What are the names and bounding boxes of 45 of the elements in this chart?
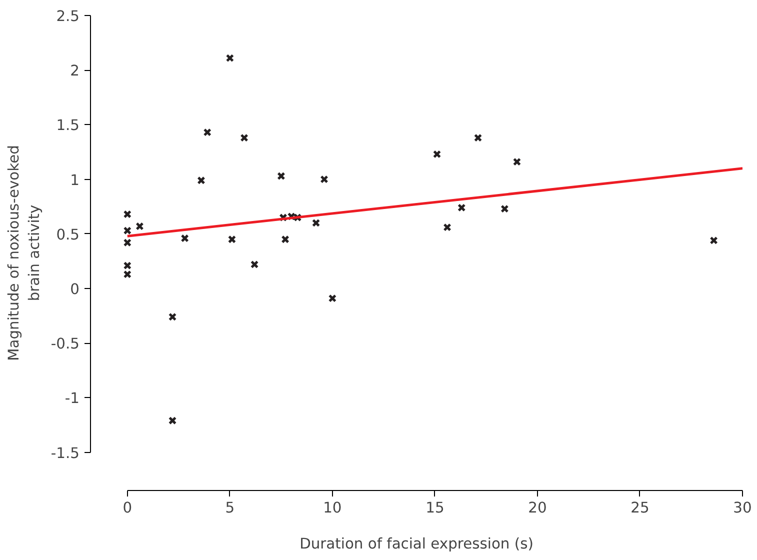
point <box>250 260 259 269</box>
point <box>328 294 337 302</box>
x-tick-label: 30 <box>733 500 752 516</box>
point <box>474 134 482 142</box>
y-tick-label: -1.5 <box>50 444 80 462</box>
point <box>203 128 212 136</box>
point <box>197 176 206 184</box>
point <box>432 150 442 158</box>
point <box>123 226 132 235</box>
x-tick-label: 5 <box>225 500 235 516</box>
y-axis-title: Magnitude of noxious-evoked brain activity <box>6 145 43 361</box>
point <box>240 134 248 142</box>
x-axis-title: Duration of facial expression (s) <box>300 536 534 552</box>
y-tick-label: -1 <box>64 390 80 408</box>
point <box>226 54 234 62</box>
point <box>710 236 718 245</box>
y-tick-label: 0 <box>70 280 80 298</box>
point <box>281 235 290 244</box>
point <box>320 175 328 184</box>
point <box>512 158 522 166</box>
point <box>123 210 132 218</box>
x-tick-label: 25 <box>630 500 650 516</box>
point <box>136 222 144 230</box>
point <box>168 312 177 321</box>
y-tick-label: 0.5 <box>56 226 80 244</box>
point <box>277 172 286 180</box>
y-tick-label: 1 <box>70 172 80 189</box>
point <box>168 416 177 425</box>
y-tick-label: 2.5 <box>56 8 80 25</box>
y-tick-label: 2 <box>70 62 80 80</box>
y-tick-label: 1.5 <box>56 117 80 134</box>
x-tick-label: 0 <box>122 500 132 516</box>
point <box>458 204 466 212</box>
point <box>500 204 509 213</box>
point <box>123 238 132 247</box>
x-tick-label: 10 <box>323 500 342 516</box>
point <box>180 234 189 242</box>
y-tick-label: -0.5 <box>50 336 80 353</box>
point <box>443 223 452 232</box>
point <box>123 261 132 270</box>
x-tick-label: 15 <box>426 500 444 516</box>
point <box>228 235 236 244</box>
point <box>123 270 132 278</box>
x-tick-label: 20 <box>528 500 547 516</box>
point <box>312 218 320 228</box>
